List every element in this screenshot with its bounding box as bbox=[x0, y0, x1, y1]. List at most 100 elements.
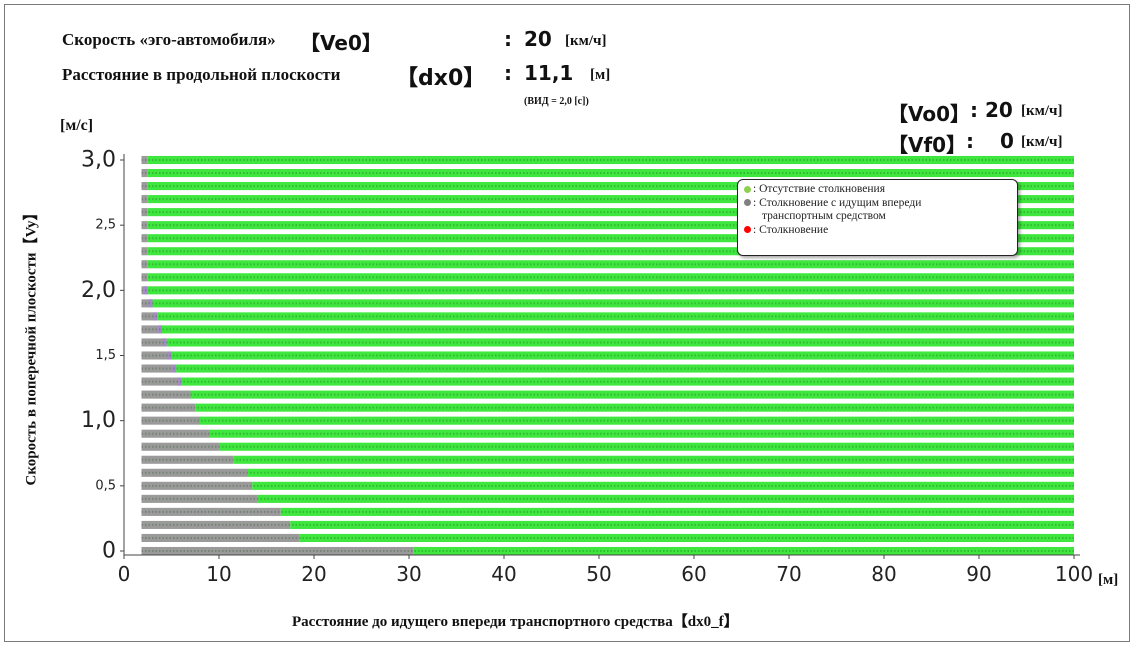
dx0-colon: : bbox=[504, 61, 512, 85]
heatmap-row-transition bbox=[167, 351, 172, 360]
heatmap-row-collision bbox=[141, 455, 234, 464]
ve0-unit: [км/ч] bbox=[565, 33, 607, 49]
x-tick-label: 90 bbox=[966, 562, 991, 586]
heatmap-row-collision bbox=[141, 299, 153, 308]
heatmap-row-no-collision bbox=[147, 286, 1074, 295]
heatmap-row-collision bbox=[141, 364, 177, 373]
heatmap-row-collision bbox=[141, 468, 248, 477]
heatmap-row-collision bbox=[141, 338, 167, 347]
x-tick-label: 50 bbox=[586, 562, 611, 586]
heatmap-row-no-collision bbox=[147, 247, 1074, 256]
heatmap-row-no-collision bbox=[413, 546, 1074, 556]
heatmap-row-no-collision bbox=[147, 273, 1074, 282]
heatmap-row-no-collision bbox=[166, 338, 1074, 347]
heatmap-row-no-collision bbox=[147, 221, 1074, 230]
heatmap-row-transition bbox=[172, 364, 177, 373]
heatmap-row-no-collision bbox=[290, 520, 1074, 529]
heatmap-row-collision bbox=[141, 507, 281, 516]
legend-dot-red bbox=[744, 226, 751, 234]
vf0-key: 【Vf0】 bbox=[888, 133, 967, 157]
heatmap-row-no-collision bbox=[181, 377, 1074, 386]
heatmap-row-no-collision bbox=[247, 468, 1074, 477]
legend-text: Столкновение с идущим впереди bbox=[759, 196, 922, 209]
heatmap-row-no-collision bbox=[280, 507, 1074, 516]
y-tick-label: 2,5 bbox=[95, 218, 116, 233]
legend-dot-green bbox=[744, 185, 751, 193]
heatmap-row-no-collision bbox=[147, 260, 1074, 269]
x-tick-labels: 0 10 20 30 40 50 60 70 80 90 100 bbox=[118, 555, 1093, 586]
y-tick-label: 1,5 bbox=[95, 348, 116, 363]
legend-text: Отсутствие столкновения bbox=[759, 183, 885, 195]
heatmap-row-no-collision bbox=[200, 416, 1074, 425]
heatmap-row-no-collision bbox=[257, 494, 1074, 503]
heatmap-row-no-collision bbox=[147, 234, 1074, 243]
heatmap-row-no-collision bbox=[176, 364, 1074, 373]
vf0-unit: [км/ч] bbox=[1021, 134, 1063, 150]
heatmap-row-collision bbox=[141, 273, 148, 282]
heatmap-row-collision bbox=[141, 494, 257, 503]
y-unit: [м/с] bbox=[60, 117, 94, 134]
vf0-colon: : bbox=[966, 129, 974, 153]
vo0-colon: : bbox=[970, 98, 978, 122]
heatmap-row-collision bbox=[141, 155, 148, 165]
x-tick-label: 10 bbox=[206, 562, 231, 586]
y-tick-label: 1,0 bbox=[81, 408, 116, 433]
legend-text: транспортным средством bbox=[762, 210, 886, 222]
y-tick-label: 0 bbox=[102, 539, 116, 564]
heatmap-row-collision bbox=[141, 403, 196, 412]
heatmap-row-collision bbox=[141, 416, 200, 425]
x-tick-label: 80 bbox=[871, 562, 896, 586]
legend-item-collision-leading: : Столкновение с идущим впереди bbox=[744, 197, 1011, 211]
ve0-colon: : bbox=[504, 27, 512, 51]
x-tick-label: 100 bbox=[1055, 562, 1093, 586]
x-tick-label: 20 bbox=[301, 562, 326, 586]
heatmap-row-collision bbox=[141, 390, 191, 399]
vo0-value: 20 bbox=[985, 98, 1013, 122]
legend: : Отсутствие столкновения : Столкновение… bbox=[737, 179, 1018, 256]
vo0-key: 【Vo0】 bbox=[888, 102, 971, 126]
dx0-key: 【dx0】 bbox=[396, 66, 486, 91]
heatmap-row-no-collision bbox=[147, 155, 1074, 165]
dx0-label: Расстояние в продольной плоскости bbox=[62, 65, 341, 84]
heatmap-row-collision bbox=[141, 182, 148, 191]
heatmap-row-no-collision bbox=[252, 481, 1074, 490]
heatmap-row-collision bbox=[141, 546, 414, 556]
legend-item-collision-leading-cont: транспортным средством bbox=[744, 210, 1011, 224]
dx0-value: 11,1 bbox=[524, 61, 574, 85]
x-tick-label: 0 bbox=[118, 562, 131, 586]
heatmap-row-no-collision bbox=[171, 351, 1074, 360]
heatmap-row-collision bbox=[141, 312, 158, 321]
ve0-key: 【Ve0】 bbox=[300, 31, 382, 55]
heatmap-row-transition bbox=[148, 299, 153, 308]
legend-item-no-collision: : Отсутствие столкновения bbox=[744, 183, 1011, 197]
y-tick-labels: 0 0,5 1,0 1,5 2,0 2,5 3,0 bbox=[81, 148, 124, 564]
x-tick-label: 60 bbox=[681, 562, 706, 586]
heatmap-row-collision bbox=[141, 429, 210, 438]
heatmap-row-transition bbox=[177, 377, 181, 386]
vo0-unit: [км/ч] bbox=[1021, 103, 1063, 119]
heatmap-row-no-collision bbox=[147, 168, 1074, 178]
heatmap-row-collision bbox=[141, 195, 148, 204]
heatmap-row-no-collision bbox=[157, 312, 1074, 321]
heatmap-row-collision bbox=[141, 533, 300, 543]
x-tick-label: 40 bbox=[491, 562, 516, 586]
heatmap-row-no-collision bbox=[299, 533, 1074, 543]
ve0-label: Скорость «эго-автомобиля» bbox=[62, 30, 276, 49]
heatmap-row-collision bbox=[141, 234, 148, 243]
ve0-value: 20 bbox=[524, 27, 552, 51]
legend-dot-gray bbox=[744, 199, 751, 207]
heatmap-row-collision bbox=[141, 325, 162, 334]
heatmap-row-collision bbox=[141, 377, 181, 386]
heatmap-row-collision bbox=[141, 221, 148, 230]
heatmap-row-collision bbox=[141, 260, 148, 269]
heatmap-cells bbox=[141, 155, 1074, 556]
y-tick-label: 0,5 bbox=[95, 478, 116, 493]
heatmap-row-transition bbox=[153, 312, 158, 321]
heatmap-row-transition bbox=[162, 338, 167, 347]
heatmap-row-no-collision bbox=[152, 299, 1074, 308]
heatmap-row-collision bbox=[141, 351, 172, 360]
x-tick-label: 70 bbox=[776, 562, 801, 586]
heatmap-row-collision bbox=[141, 481, 253, 490]
heatmap-row-no-collision bbox=[195, 403, 1074, 412]
